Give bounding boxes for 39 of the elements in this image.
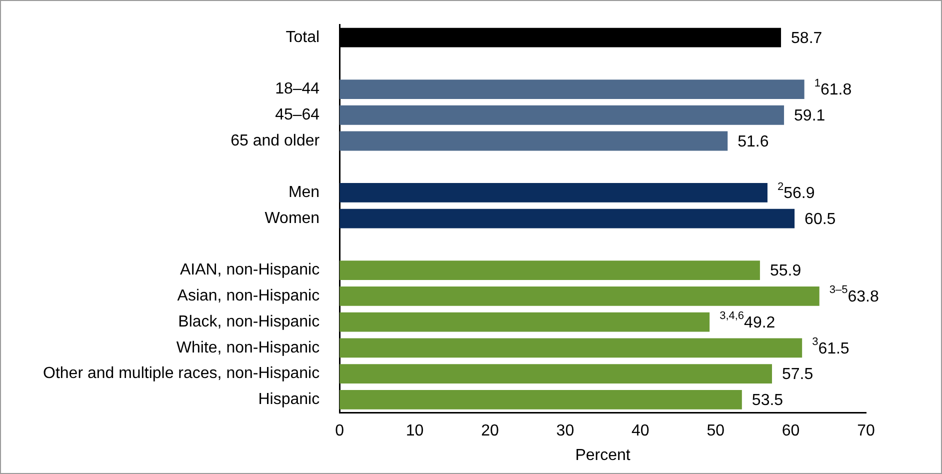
bar (340, 183, 768, 202)
data-label: 55.9 (770, 262, 802, 280)
x-tick-label: 20 (481, 422, 499, 440)
data-label: 59.1 (794, 108, 826, 125)
bar (340, 105, 784, 125)
bar (340, 390, 742, 410)
y-tick-label: Hispanic (258, 391, 320, 408)
data-label: 58.7 (791, 30, 822, 47)
y-tick-label: 45–64 (275, 106, 320, 124)
x-axis-title: Percent (575, 446, 631, 464)
bar (340, 260, 760, 280)
data-label: 60.5 (804, 211, 836, 228)
y-tick-label: White, non-Hispanic (176, 339, 320, 356)
x-tick-label: 60 (782, 422, 800, 440)
bar (340, 312, 710, 332)
x-tick-label: 10 (406, 422, 424, 440)
y-tick-label: 18–44 (275, 80, 320, 98)
y-tick-label: Other and multiple races, non-Hispanic (43, 365, 320, 382)
y-tick-label: Total (286, 28, 320, 46)
bar (340, 364, 772, 384)
data-label: 51.6 (738, 133, 769, 150)
bar (340, 80, 804, 99)
y-tick-label: Men (288, 184, 320, 202)
x-tick-label: 0 (335, 422, 344, 440)
x-tick-label: 50 (706, 422, 725, 440)
bar (340, 286, 820, 306)
x-tick-label: 40 (631, 422, 650, 440)
bar (340, 338, 802, 358)
data-label: 57.5 (782, 366, 814, 384)
data-label: 53.5 (752, 392, 784, 410)
y-tick-label: AIAN, non-Hispanic (180, 262, 320, 279)
bar (340, 131, 728, 151)
y-tick-label: Women (264, 210, 320, 228)
x-tick-label: 70 (857, 422, 875, 440)
y-tick-label: Asian, non-Hispanic (177, 288, 320, 305)
bar (340, 208, 795, 228)
y-tick-label: Black, non-Hispanic (178, 313, 320, 330)
x-tick-label: 30 (556, 422, 574, 440)
y-tick-label: 65 and older (230, 132, 320, 150)
